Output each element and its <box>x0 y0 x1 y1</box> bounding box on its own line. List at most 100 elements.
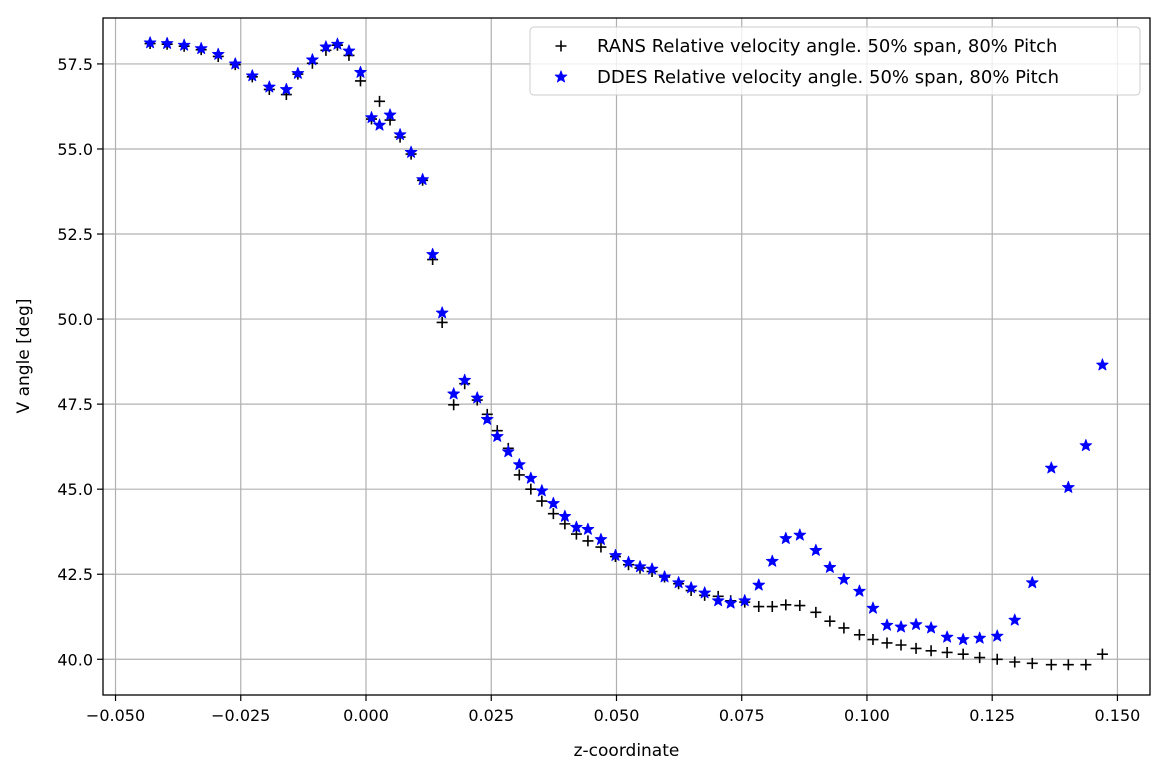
ddes-point <box>291 66 305 79</box>
rans-point <box>595 541 607 553</box>
x-axis-label: z-coordinate <box>574 741 680 761</box>
rans-point <box>974 652 986 664</box>
ddes-point <box>535 484 549 497</box>
y-axis-label: V angle [deg] <box>14 299 34 414</box>
rans-point <box>941 646 953 658</box>
legend-label-rans: RANS Relative velocity angle. 50% span, … <box>597 36 1057 57</box>
ddes-point <box>894 620 908 633</box>
rans-point <box>448 399 460 411</box>
legend-label-ddes: DDES Relative velocity angle. 50% span, … <box>597 67 1059 88</box>
ddes-point <box>698 586 711 599</box>
ddes-point <box>738 594 752 607</box>
rans-point <box>991 653 1003 665</box>
ddes-point <box>513 458 526 471</box>
plot-frame <box>102 17 1151 696</box>
ddes-point <box>658 570 671 583</box>
ddes-point <box>319 40 333 53</box>
ddes-point <box>383 108 397 121</box>
ddes-point <box>1096 358 1109 371</box>
ddes-point <box>1079 439 1093 452</box>
y-tick-label: 42.5 <box>57 565 93 584</box>
rans-point <box>824 615 836 627</box>
ddes-point <box>211 47 225 60</box>
rans-point <box>1096 648 1108 660</box>
axis-ticks: −0.050 −0.025 0.000 0.025 0.050 0.075 0.100 0.1… <box>57 55 1140 725</box>
ddes-point <box>711 594 725 607</box>
ddes-point <box>765 554 779 567</box>
rans-point <box>525 483 537 495</box>
rans-point <box>838 622 850 634</box>
rans-point <box>925 645 937 657</box>
legend-box <box>529 26 1141 96</box>
ddes-point <box>194 42 208 55</box>
ddes-point <box>342 44 356 57</box>
grid <box>103 18 1150 695</box>
rans-point <box>766 601 778 613</box>
rans-point <box>1009 656 1021 668</box>
ddes-point <box>143 36 157 49</box>
rans-point <box>910 642 922 654</box>
x-tick-label: 0.100 <box>844 706 890 725</box>
ddes-point <box>1062 480 1075 493</box>
legend-marker-ddes <box>554 70 568 83</box>
rans-point <box>374 95 386 107</box>
data-points <box>143 36 1109 671</box>
ddes-legend-marker <box>554 70 568 83</box>
ddes-point <box>435 306 449 319</box>
x-tick-label: −0.025 <box>211 706 270 725</box>
rans-point <box>780 599 792 611</box>
x-tick-label: 0.125 <box>969 706 1015 725</box>
ddes-point <box>331 37 344 50</box>
rans-point <box>1062 659 1074 671</box>
ddes-point <box>672 576 685 589</box>
y-tick-label: 57.5 <box>57 55 93 74</box>
rans-point <box>1080 659 1092 671</box>
ddes-point <box>458 373 471 386</box>
rans-point <box>753 601 765 613</box>
ddes-point <box>501 445 515 458</box>
x-tick-label: 0.025 <box>468 706 514 725</box>
ddes-point <box>752 578 766 591</box>
rans-point <box>1026 657 1038 669</box>
ddes-point <box>684 581 698 594</box>
ddes-point <box>447 387 460 400</box>
rans-point <box>436 316 448 328</box>
ddes-point <box>779 531 793 544</box>
ddes-point <box>160 36 174 49</box>
x-tick-label: 0.050 <box>594 706 640 725</box>
x-tick-label: −0.050 <box>86 706 145 725</box>
ddes-point <box>1045 461 1058 474</box>
ddes-point <box>490 429 504 442</box>
ddes-point <box>973 631 986 644</box>
ddes-point <box>581 522 595 535</box>
rans-point <box>582 535 594 547</box>
rans-point <box>867 634 879 646</box>
ddes-point <box>354 65 367 78</box>
ddes-point <box>470 391 484 404</box>
y-tick-label: 55.0 <box>57 140 93 159</box>
x-tick-label: 0.150 <box>1095 706 1141 725</box>
ddes-point <box>426 247 439 260</box>
rans-point <box>794 600 806 612</box>
ddes-point <box>594 532 608 545</box>
ddes-point <box>724 596 737 609</box>
x-tick-label: 0.000 <box>343 706 389 725</box>
y-tick-label: 47.5 <box>57 395 93 414</box>
ddes-point <box>365 111 378 124</box>
ddes-point <box>558 509 572 522</box>
ddes-point <box>263 80 276 93</box>
rans-point <box>513 469 525 481</box>
ddes-point <box>924 621 938 634</box>
legend: RANS Relative velocity angle. 50% span, … <box>529 26 1141 96</box>
ddes-point <box>809 543 823 556</box>
rans-point <box>853 629 865 641</box>
ddes-point <box>245 69 259 82</box>
rans-point <box>810 606 822 618</box>
ddes-point <box>880 618 894 631</box>
ddes-point <box>524 471 538 484</box>
ddes-point <box>480 412 494 425</box>
y-tick-label: 45.0 <box>57 480 93 499</box>
y-tick-label: 52.5 <box>57 225 93 244</box>
